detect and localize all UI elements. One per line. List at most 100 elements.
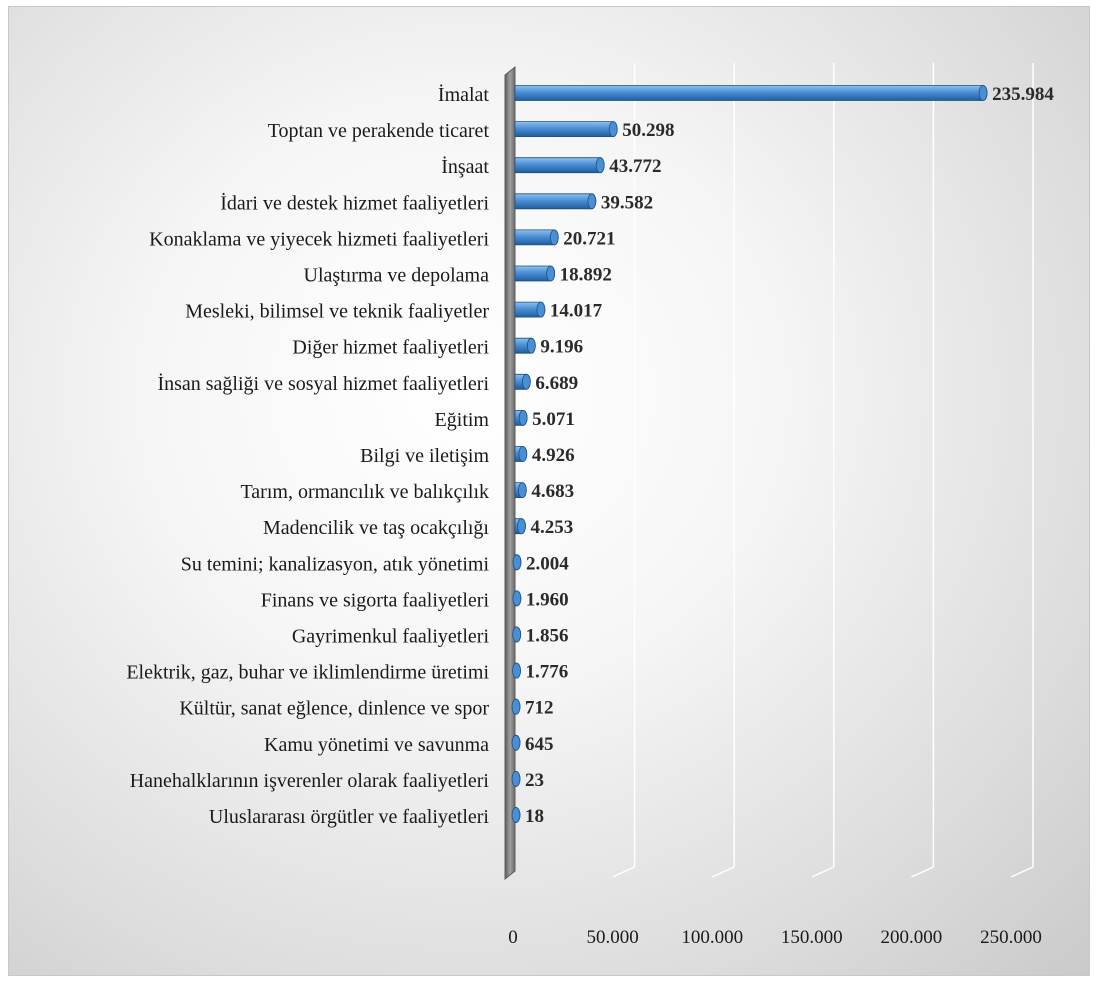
bar-cap — [511, 734, 521, 751]
category-label: Diğer hizmet faaliyetleri — [292, 337, 489, 359]
x-tick-label: 100.000 — [681, 927, 743, 948]
bar-body — [514, 85, 988, 101]
data-label: 18.892 — [560, 265, 612, 286]
data-label: 9.196 — [540, 337, 583, 358]
bar — [511, 698, 521, 715]
x-tick-label: 150.000 — [781, 927, 843, 948]
bar — [514, 373, 531, 390]
bar — [514, 446, 528, 462]
data-label: 712 — [525, 698, 554, 719]
data-label: 5.071 — [532, 409, 575, 430]
data-label: 1.856 — [526, 626, 569, 647]
category-label: İnsan sağliği ve sosyal hizmet faaliyetl… — [157, 372, 489, 395]
category-label: Hanehalklarının işverenler olarak faaliy… — [130, 770, 490, 792]
category-label: Madencilik ve taş ocakçılığı — [263, 517, 489, 539]
gridline-floor — [811, 866, 835, 878]
gridline-floor — [711, 866, 735, 878]
data-label: 18 — [525, 806, 544, 827]
bar — [514, 482, 527, 499]
category-labels: İmalat Toptan ve perakende ticaret İnşaat İ… — [126, 83, 489, 828]
category-label: Gayrimenkul faaliyetleri — [292, 626, 490, 648]
bar — [514, 85, 988, 101]
bar — [512, 662, 521, 679]
axis-wall — [504, 65, 516, 881]
bar-cap — [587, 193, 597, 210]
data-label: 4.926 — [532, 445, 575, 466]
category-label: Kamu yönetimi ve savunma — [264, 734, 489, 756]
bar-body — [514, 121, 618, 137]
bar — [512, 554, 522, 571]
category-label: Mesleki, bilimsel ve teknik faaliyetler — [185, 301, 489, 323]
data-label: 2.004 — [526, 553, 569, 574]
data-label: 14.017 — [550, 301, 603, 322]
bar-cap — [978, 85, 988, 101]
bar-cap — [518, 446, 528, 462]
category-label: Ulaştırma ve depolama — [304, 265, 490, 287]
data-label: 43.772 — [609, 156, 661, 177]
category-label: Tarım, ormancılık ve balıkçılık — [240, 481, 489, 503]
data-label: 4.253 — [530, 517, 573, 538]
bar — [514, 337, 536, 354]
gridlines — [612, 63, 1034, 878]
category-label: İdari ve destek hizmet faaliyetleri — [220, 191, 489, 214]
category-label: Kültür, sanat eğlence, dinlence ve spor — [179, 698, 489, 720]
x-tick-label: 200.000 — [881, 927, 943, 948]
bar-cap — [608, 121, 618, 137]
data-label: 1.776 — [526, 662, 569, 683]
bar — [514, 157, 605, 174]
category-label: Uluslararası örgütler ve faaliyetleri — [209, 806, 490, 828]
data-label: 50.298 — [622, 120, 674, 141]
bars — [511, 85, 988, 823]
x-axis-ticks: 0 50.000 100.000 150.000 200.000 250.000 — [508, 927, 1042, 948]
category-label: Su temini; kanalizasyon, atık yönetimi — [181, 553, 490, 575]
bar-cap — [546, 265, 556, 282]
bar-cap — [512, 554, 522, 571]
bar-cap — [511, 698, 521, 715]
axis-wall-slab — [504, 65, 516, 881]
bar — [514, 409, 528, 426]
bar — [511, 771, 521, 787]
bar — [512, 626, 522, 643]
bar-chart: İmalat Toptan ve perakende ticaret İnşaat İ… — [126, 63, 1054, 948]
bar — [512, 590, 522, 607]
x-tick-label: 50.000 — [586, 927, 638, 948]
bar-cap — [595, 157, 605, 174]
bar — [511, 807, 521, 823]
data-label: 6.689 — [535, 373, 578, 394]
chart-frame: İmalat Toptan ve perakende ticaret İnşaat İ… — [8, 6, 1090, 976]
category-label: Konaklama ve yiyecek hizmeti faaliyetler… — [149, 228, 489, 250]
bar-cap — [512, 626, 522, 643]
bar-body — [514, 193, 597, 210]
category-label: Toptan ve perakende ticaret — [268, 120, 490, 142]
x-tick-label: 250.000 — [980, 927, 1042, 948]
data-label: 23 — [525, 770, 544, 791]
category-label: Finans ve sigorta faaliyetleri — [261, 589, 490, 611]
data-label: 20.721 — [563, 228, 615, 249]
bar — [514, 229, 559, 246]
category-label: İnşaat — [441, 155, 489, 178]
value-labels: 235.984 50.298 43.772 39.582 20.721 18.892 14.… — [525, 84, 1054, 827]
category-label: Eğitim — [435, 409, 490, 431]
bar-cap — [512, 662, 521, 679]
gridline-floor — [612, 866, 635, 878]
bar-cap — [517, 518, 526, 535]
bar-cap — [518, 409, 528, 426]
bar-cap — [517, 482, 527, 499]
bar — [514, 265, 556, 282]
bar — [511, 734, 521, 751]
data-label: 4.683 — [531, 481, 574, 502]
bar-cap — [511, 807, 521, 823]
bar — [514, 301, 546, 318]
category-label: Bilgi ve iletişim — [360, 445, 489, 467]
data-label: 1.960 — [526, 589, 569, 610]
data-label: 235.984 — [992, 84, 1054, 105]
gridline-floor — [911, 866, 934, 878]
data-label: 39.582 — [601, 192, 653, 213]
bar-cap — [511, 771, 521, 787]
bar-cap — [549, 229, 559, 246]
data-label: 645 — [525, 734, 554, 755]
bar-cap — [536, 301, 546, 318]
bar-cap — [512, 590, 522, 607]
bar — [514, 193, 597, 210]
bar — [514, 121, 618, 137]
